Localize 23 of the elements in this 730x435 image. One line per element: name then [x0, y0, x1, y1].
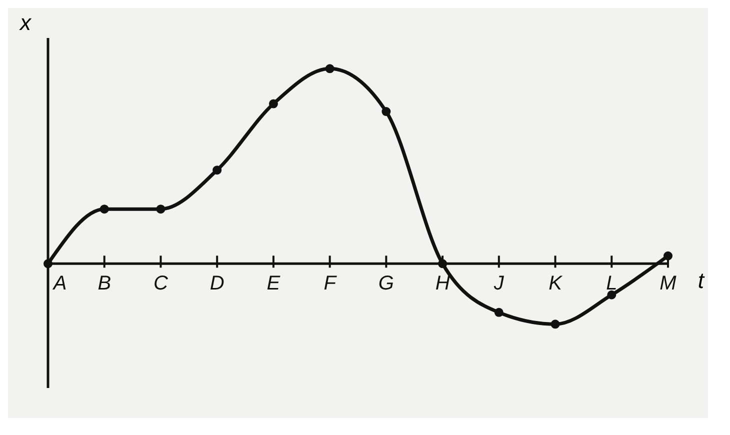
x-tick-label: F [324, 272, 338, 295]
x-tick-label: B [98, 272, 112, 295]
point [325, 64, 334, 74]
point [100, 204, 109, 214]
x-tick-label: C [154, 272, 168, 295]
x-tick-label: D [210, 272, 224, 295]
x-tick-label: H [435, 272, 450, 295]
y-axis-title: x [20, 10, 31, 36]
x-axis-title: t [698, 268, 704, 294]
point [156, 204, 166, 214]
x-tick-label: G [378, 272, 394, 295]
x-tick-label: M [660, 272, 677, 295]
x-tick-label: J [492, 272, 505, 295]
x-tick-label: L [606, 272, 618, 295]
point [494, 308, 504, 317]
x-tick-label: A [52, 272, 67, 295]
point [212, 166, 222, 175]
x-tick-label: K [548, 272, 564, 295]
x-tick-label: E [266, 272, 281, 295]
point [550, 320, 560, 329]
point [382, 107, 391, 116]
point [268, 99, 278, 108]
point [607, 290, 616, 300]
